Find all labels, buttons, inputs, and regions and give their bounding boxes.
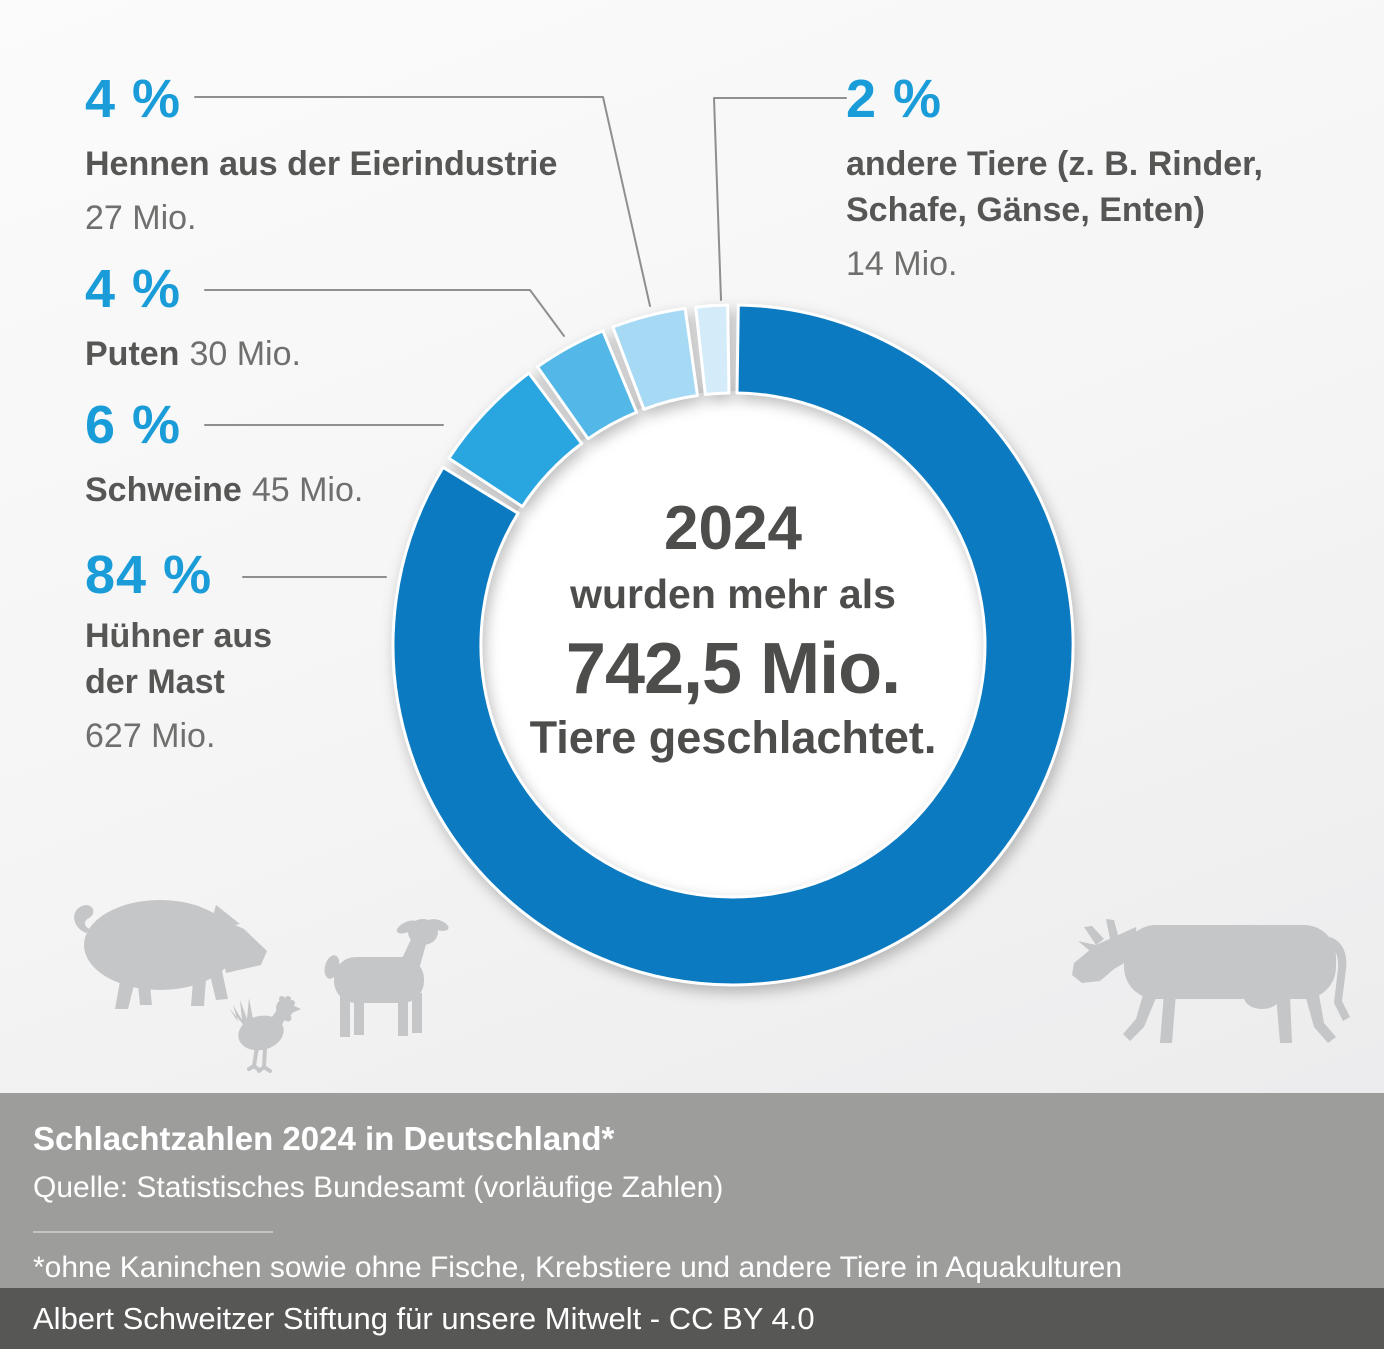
center-year: 2024 — [664, 494, 802, 563]
callout-huehner: 84 % Hühner aus der Mast 627 Mio. — [85, 548, 272, 757]
donut-segment-0 — [391, 303, 1075, 987]
donut-center-text: 2024 wurden mehr als 742,5 Mio. Tiere ge… — [473, 494, 993, 763]
cow-icon — [1072, 919, 1350, 1043]
category-label-andere-line1: andere Tiere (z. B. Rinder, — [846, 145, 1263, 183]
leader-line-puten — [204, 289, 565, 337]
leader-line-andere — [713, 97, 847, 301]
footnote: *ohne Kaninchen sowie ohne Fische, Krebs… — [33, 1251, 1123, 1284]
category-row-puten: Puten 30 Mio. — [85, 332, 301, 378]
category-label-schweine: Schweine — [85, 471, 242, 509]
category-label-hennen: Hennen aus der Eierindustrie — [85, 145, 558, 183]
amount-label-puten: 30 Mio. — [189, 335, 301, 373]
amount-label-huehner: 627 Mio. — [85, 716, 216, 755]
category-row-schweine: Schweine 45 Mio. — [85, 468, 363, 514]
callout-schweine: 6 % Schweine 45 Mio. — [85, 398, 363, 514]
callout-andere: 2 % andere Tiere (z. B. Rinder, Schafe, … — [846, 72, 1263, 285]
credit-bar: Albert Schweitzer Stiftung für unsere Mi… — [0, 1288, 1384, 1349]
category-label-puten: Puten — [85, 335, 180, 373]
percent-value-puten: 4 % — [85, 259, 182, 319]
leader-line-hennen — [194, 96, 651, 307]
donut-segment-4 — [694, 303, 731, 396]
footer-divider — [33, 1231, 273, 1233]
donut-chart — [194, 96, 1075, 987]
lamb-icon — [324, 919, 449, 1037]
center-line4: Tiere geschlachtet. — [529, 712, 937, 763]
category-label-huehner-line2: der Mast — [85, 662, 225, 701]
amount-label-schweine: 45 Mio. — [251, 471, 364, 509]
pig-icon — [74, 900, 267, 1009]
leader-lines — [194, 96, 847, 578]
center-line2: wurden mehr als — [570, 571, 896, 617]
amount-label-andere: 14 Mio. — [846, 244, 958, 283]
center-total: 742,5 Mio. — [565, 629, 901, 709]
percent-value-schweine: 6 % — [85, 395, 182, 455]
credit-text: Albert Schweitzer Stiftung für unsere Mi… — [33, 1300, 815, 1336]
donut-segments — [391, 303, 1075, 987]
donut-center-disc — [479, 391, 987, 899]
chart-title: Schlachtzahlen 2024 in Deutschland* — [33, 1120, 615, 1157]
amount-label-hennen: 27 Mio. — [85, 198, 197, 237]
percent-value-hennen: 4 % — [85, 69, 182, 129]
category-label-andere-line2: Schafe, Gänse, Enten) — [846, 190, 1205, 229]
donut-segment-3 — [611, 306, 699, 411]
source-line: Quelle: Statistisches Bundesamt (vorläuf… — [33, 1171, 724, 1204]
callout-hennen: 4 % Hennen aus der Eierindustrie 27 Mio. — [85, 72, 557, 239]
footer-bar: Schlachtzahlen 2024 in Deutschland* Quel… — [0, 1093, 1384, 1288]
percent-value-huehner: 84 % — [85, 545, 213, 605]
donut-segment-2 — [536, 329, 639, 441]
callout-puten: 4 % Puten 30 Mio. — [85, 262, 301, 378]
chicken-icon — [229, 996, 301, 1073]
category-label-huehner-line1: Hühner aus — [85, 617, 273, 655]
percent-value-andere: 2 % — [846, 69, 943, 129]
donut-segment-1 — [447, 371, 584, 509]
